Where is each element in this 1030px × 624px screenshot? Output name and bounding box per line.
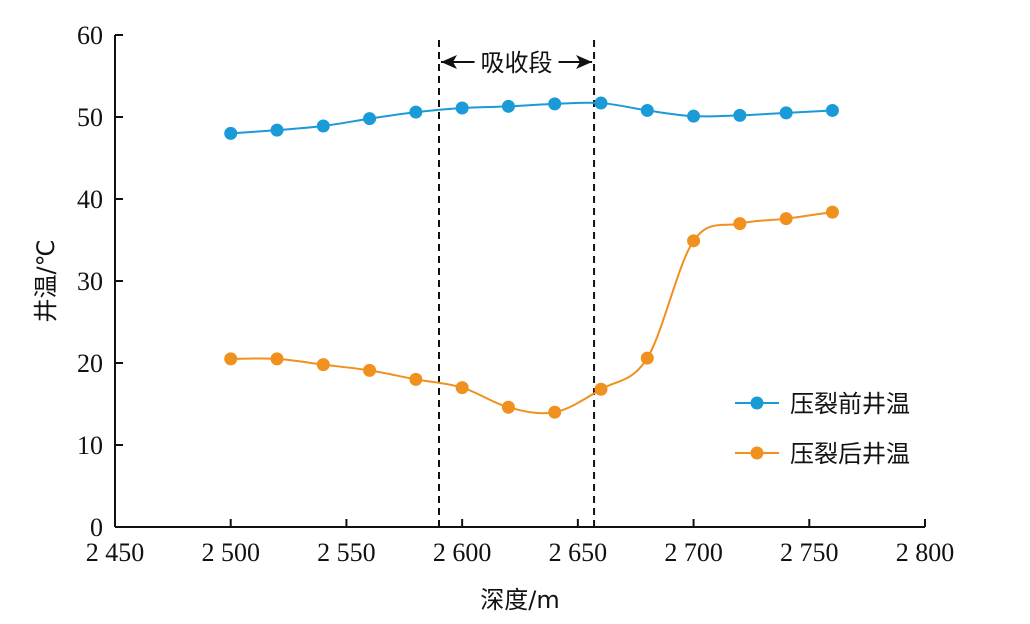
x-axis-title: 深度/m (480, 586, 559, 614)
legend-marker-1 (750, 446, 764, 460)
legend-label-0: 压裂前井温 (790, 390, 910, 418)
x-tick-label: 2 550 (317, 538, 376, 567)
y-tick-label: 50 (77, 103, 103, 132)
series-0-point-13 (825, 103, 839, 117)
series-1-point-1 (270, 352, 284, 366)
series-0-point-2 (316, 119, 330, 133)
band-arrow-right-head (576, 55, 593, 69)
series-1-point-5 (455, 381, 469, 395)
series-0-point-5 (455, 101, 469, 115)
series-1-point-0 (224, 352, 238, 366)
x-tick-label: 2 500 (201, 538, 260, 567)
series-0-point-4 (409, 105, 423, 119)
series-0-point-7 (548, 97, 562, 111)
series-0-point-6 (501, 99, 515, 113)
series-0-point-9 (640, 103, 654, 117)
series-layer (224, 96, 839, 419)
series-0-point-8 (594, 96, 608, 110)
series-1-point-12 (779, 212, 793, 226)
series-0-point-0 (224, 126, 238, 140)
series-0-point-11 (733, 108, 747, 122)
x-tick-label: 2 800 (896, 538, 955, 567)
y-tick-label: 20 (77, 349, 103, 378)
legend-marker-0 (750, 396, 764, 410)
series-1-point-13 (825, 205, 839, 219)
series-1-point-4 (409, 372, 423, 386)
axes: 0 10 20 30 40 50 60 2 450 2 500 2 550 2 600 2 650 2 … (32, 21, 954, 614)
y-axis-title: 井温/℃ (32, 239, 60, 322)
y-tick-label: 40 (77, 185, 103, 214)
series-1-point-6 (501, 400, 515, 414)
series-1-point-3 (363, 363, 377, 377)
band-arrow-left-head (441, 55, 457, 69)
series-line-1 (230, 211, 833, 415)
series-1-point-7 (548, 405, 562, 419)
x-tick-label: 2 650 (549, 538, 608, 567)
legend-label-1: 压裂后井温 (790, 440, 910, 468)
series-0-point-1 (270, 123, 284, 137)
x-tick-label: 2 700 (664, 538, 723, 567)
series-0-point-12 (779, 106, 793, 120)
band-label: 吸收段 (481, 49, 553, 77)
x-tick-label: 2 750 (780, 538, 839, 567)
series-0-point-10 (687, 109, 701, 123)
series-0-point-3 (363, 112, 377, 126)
y-tick-label: 10 (77, 431, 103, 460)
y-tick-label: 0 (90, 513, 103, 542)
x-tick-label: 2 600 (433, 538, 492, 567)
x-tick-label: 2 450 (86, 538, 145, 567)
series-1-point-9 (640, 351, 654, 365)
y-tick-label: 30 (77, 267, 103, 296)
y-tick-label: 60 (77, 21, 103, 50)
series-1-point-11 (733, 217, 747, 231)
absorption-band: 吸收段 (438, 40, 596, 527)
series-1-point-8 (594, 382, 608, 396)
series-1-point-10 (687, 234, 701, 248)
series-1-point-2 (316, 358, 330, 372)
